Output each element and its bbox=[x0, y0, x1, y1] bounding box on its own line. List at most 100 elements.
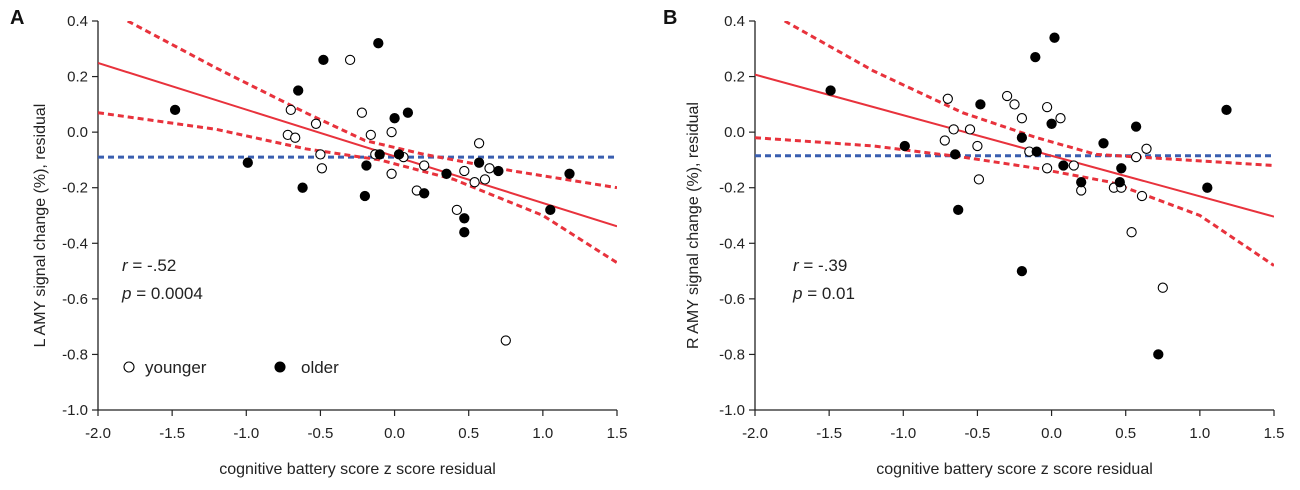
point-younger bbox=[1041, 101, 1053, 113]
point-older bbox=[1116, 163, 1127, 174]
x-tick-label: -1.5 bbox=[816, 425, 842, 442]
p-stat: p = 0.01 bbox=[792, 284, 855, 303]
legend-label-younger: younger bbox=[145, 358, 207, 377]
x-tick-label: 0.0 bbox=[1041, 425, 1062, 442]
point-older bbox=[169, 104, 181, 116]
point-older bbox=[1130, 121, 1142, 132]
point-older bbox=[373, 38, 384, 49]
point-younger bbox=[386, 168, 397, 179]
point-younger bbox=[344, 54, 356, 66]
point-older bbox=[459, 213, 470, 224]
point-older bbox=[393, 149, 405, 160]
point-older bbox=[473, 157, 485, 168]
x-tick-label: 0.5 bbox=[1115, 425, 1136, 442]
x-tick-label: -1.0 bbox=[233, 425, 259, 442]
point-younger bbox=[948, 124, 959, 135]
p-stat-value: = 0.0004 bbox=[131, 284, 202, 303]
ci-lower-line bbox=[755, 136, 1274, 267]
point-younger bbox=[1009, 99, 1020, 110]
point-older bbox=[950, 149, 961, 160]
point-older bbox=[361, 160, 372, 171]
point-older bbox=[953, 204, 964, 216]
point-older bbox=[1016, 265, 1028, 277]
r-stat-symbol: r bbox=[122, 256, 129, 275]
point-older bbox=[1076, 177, 1087, 188]
point-older bbox=[1098, 138, 1109, 149]
point-younger bbox=[315, 149, 326, 160]
y-tick-label: -1.0 bbox=[62, 402, 88, 419]
point-older bbox=[1030, 51, 1041, 63]
point-older bbox=[545, 204, 556, 216]
x-tick-label: 1.0 bbox=[1189, 425, 1210, 442]
point-younger bbox=[973, 174, 985, 185]
y-tick-label: 0.2 bbox=[67, 69, 88, 86]
point-younger bbox=[285, 104, 296, 116]
legend-marker-older bbox=[274, 361, 286, 373]
point-younger bbox=[469, 177, 480, 188]
point-older bbox=[1049, 32, 1060, 43]
point-younger bbox=[310, 118, 322, 129]
r-stat-value: = -.39 bbox=[799, 256, 848, 275]
r-stat: r = -.52 bbox=[122, 256, 176, 275]
x-tick-label: 0.0 bbox=[384, 425, 405, 442]
point-younger bbox=[451, 204, 463, 216]
point-younger bbox=[473, 138, 485, 149]
point-older bbox=[297, 182, 308, 193]
y-tick-label: 0.0 bbox=[724, 124, 745, 141]
y-tick-label: 0.4 bbox=[724, 13, 745, 30]
y-tick-label: -0.2 bbox=[62, 180, 88, 197]
y-tick-label: -0.6 bbox=[62, 291, 88, 308]
point-younger bbox=[365, 129, 376, 141]
point-older bbox=[1221, 104, 1232, 116]
point-older bbox=[1153, 349, 1164, 360]
x-tick-label: 1.5 bbox=[1264, 425, 1285, 442]
regression-line bbox=[755, 73, 1274, 218]
point-older bbox=[493, 165, 504, 177]
x-axis-title: cognitive battery score z score residual bbox=[876, 461, 1153, 478]
panel-letter: A bbox=[10, 7, 24, 29]
legend-marker-younger bbox=[123, 361, 135, 373]
point-older bbox=[1016, 132, 1028, 143]
x-tick-label: -0.5 bbox=[307, 425, 333, 442]
point-younger bbox=[1068, 160, 1079, 171]
point-older bbox=[975, 99, 986, 110]
point-younger bbox=[356, 107, 368, 118]
y-tick-label: -0.6 bbox=[719, 291, 745, 308]
x-tick-label: -2.0 bbox=[85, 425, 111, 442]
x-tick-label: 0.5 bbox=[458, 425, 479, 442]
point-younger bbox=[316, 163, 328, 174]
point-older bbox=[402, 107, 414, 118]
legend-label-older: older bbox=[301, 358, 339, 377]
y-axis-title: L AMY signal change (%), residual bbox=[32, 104, 49, 348]
point-older bbox=[293, 85, 304, 96]
point-older bbox=[242, 157, 253, 168]
p-stat-symbol: p bbox=[121, 284, 131, 303]
point-younger bbox=[1157, 282, 1168, 293]
panel-letter: B bbox=[663, 7, 677, 29]
p-stat-symbol: p bbox=[792, 284, 802, 303]
point-younger bbox=[1126, 227, 1137, 238]
p-stat: p = 0.0004 bbox=[121, 284, 203, 303]
y-tick-label: -0.4 bbox=[62, 235, 88, 252]
y-tick-label: 0.0 bbox=[67, 124, 88, 141]
point-younger bbox=[290, 132, 301, 143]
y-tick-label: 0.4 bbox=[67, 13, 88, 30]
point-younger bbox=[1136, 190, 1148, 202]
point-older bbox=[441, 168, 452, 179]
y-tick-label: -0.2 bbox=[719, 180, 745, 197]
y-tick-label: -0.8 bbox=[62, 346, 88, 363]
point-younger bbox=[1041, 163, 1053, 174]
point-older bbox=[899, 140, 910, 152]
point-older bbox=[459, 227, 470, 238]
r-stat-symbol: r bbox=[793, 256, 800, 275]
regression-line bbox=[98, 62, 617, 228]
point-younger bbox=[386, 126, 397, 138]
point-younger bbox=[1055, 113, 1066, 124]
r-stat: r = -.39 bbox=[793, 256, 847, 275]
y-tick-label: 0.2 bbox=[724, 69, 745, 86]
point-older bbox=[419, 188, 430, 199]
ci-lower-line bbox=[98, 111, 617, 264]
point-younger bbox=[939, 135, 950, 146]
x-tick-label: -0.5 bbox=[964, 425, 990, 442]
